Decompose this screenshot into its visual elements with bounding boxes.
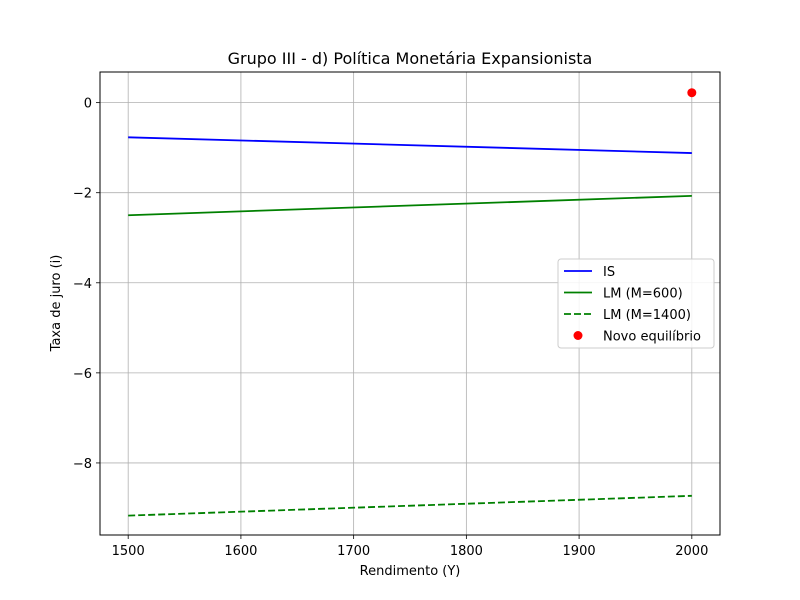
legend-label: LM (M=1400) bbox=[603, 308, 691, 323]
equilibrium-point bbox=[687, 88, 697, 98]
x-tick-label: 1700 bbox=[337, 544, 370, 559]
plot-frame bbox=[99, 71, 721, 536]
axis-ticks: 1500 1600 1700 1800 1900 2000 0 −2 −4 −6 −8 bbox=[73, 97, 709, 559]
y-axis-label: Taxa de juro (i) bbox=[49, 255, 64, 353]
legend-label: LM (M=600) bbox=[603, 287, 683, 302]
y-tick-label: −4 bbox=[73, 277, 92, 292]
y-tick-label: 0 bbox=[84, 97, 92, 112]
series-line-is bbox=[128, 136, 692, 154]
y-tick-label: −8 bbox=[73, 457, 92, 472]
series-line-lm-m-600 bbox=[128, 194, 692, 217]
chart-title: Grupo III - d) Política Monetária Expans… bbox=[228, 49, 593, 68]
series-line-lm-m-1400 bbox=[128, 494, 692, 517]
y-tick-label: −6 bbox=[73, 367, 92, 382]
legend-label: Novo equilíbrio bbox=[603, 330, 701, 345]
x-axis-label: Rendimento (Y) bbox=[360, 564, 461, 579]
x-tick-label: 1900 bbox=[563, 544, 596, 559]
y-tick-label: −2 bbox=[73, 187, 92, 202]
legend: IS LM (M=600) LM (M=1400) Novo equilíbrio bbox=[557, 258, 715, 349]
legend-label: IS bbox=[603, 265, 615, 280]
grid bbox=[100, 72, 720, 535]
legend-swatch bbox=[573, 331, 583, 340]
x-tick-label: 2000 bbox=[675, 544, 708, 559]
series-layer bbox=[128, 88, 697, 517]
x-tick-label: 1600 bbox=[224, 544, 257, 559]
x-tick-label: 1800 bbox=[450, 544, 483, 559]
legend-box bbox=[557, 258, 715, 349]
x-tick-label: 1500 bbox=[112, 544, 145, 559]
